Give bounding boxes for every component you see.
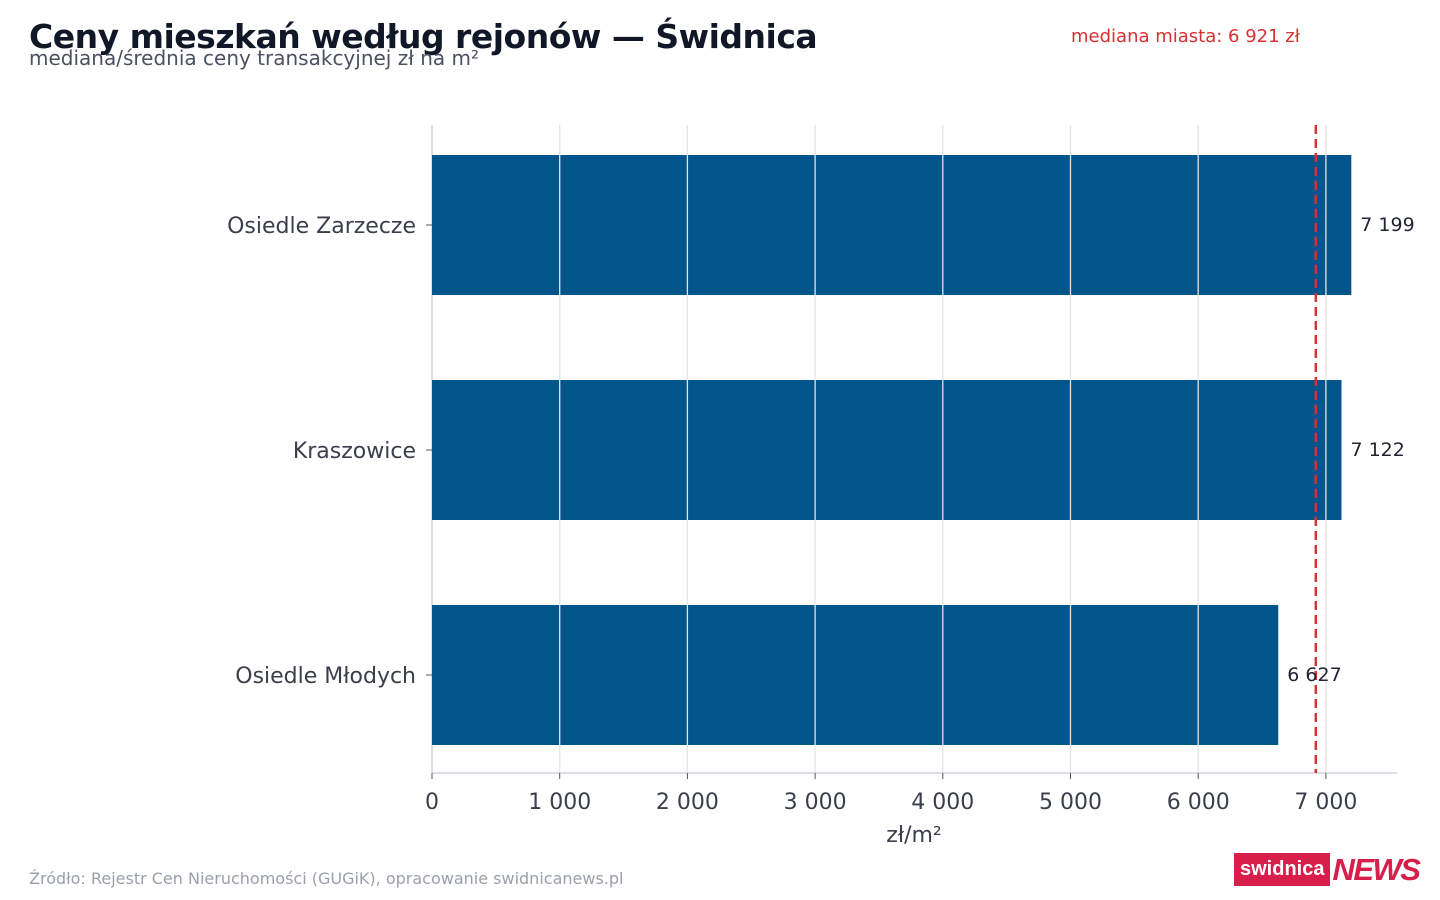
bar-3	[432, 605, 1279, 745]
value-label-3: 6 627	[1287, 664, 1341, 686]
value-label-2: 7 122	[1350, 439, 1404, 461]
bar-1	[432, 155, 1352, 295]
x-tick-label-5: 5 000	[1039, 790, 1102, 815]
logo-part-swidnica: swidnica	[1234, 853, 1331, 886]
x-tick-label-6: 6 000	[1167, 790, 1230, 815]
category-label-2: Kraszowice	[293, 439, 416, 464]
bar-2	[432, 380, 1342, 520]
x-tick-label-1: 1 000	[528, 790, 591, 815]
x-tick-label-4: 4 000	[911, 790, 974, 815]
source-note: Źródło: Rejestr Cen Nieruchomości (GUGiK…	[29, 869, 624, 888]
chart-title: Ceny mieszkań według rejonów — Świdnica	[29, 17, 818, 56]
x-axis-label: zł/m²	[886, 823, 941, 848]
x-tick-label-3: 3 000	[784, 790, 847, 815]
category-label-3: Osiedle Młodych	[235, 664, 416, 689]
value-label-1: 7 199	[1360, 214, 1414, 236]
chart-subtitle: mediana/średnia ceny transakcyjnej zł na…	[29, 46, 480, 70]
median-annotation: mediana miasta: 6 921 zł	[1071, 26, 1300, 47]
x-tick-label-7: 7 000	[1294, 790, 1357, 815]
category-label-1: Osiedle Zarzecze	[227, 214, 416, 239]
logo-part-news: NEWS	[1332, 851, 1421, 887]
x-tick-label-2: 2 000	[656, 790, 719, 815]
x-tick-label-0: 0	[425, 790, 439, 815]
publisher-logo: swidnica NEWS	[1234, 851, 1421, 887]
